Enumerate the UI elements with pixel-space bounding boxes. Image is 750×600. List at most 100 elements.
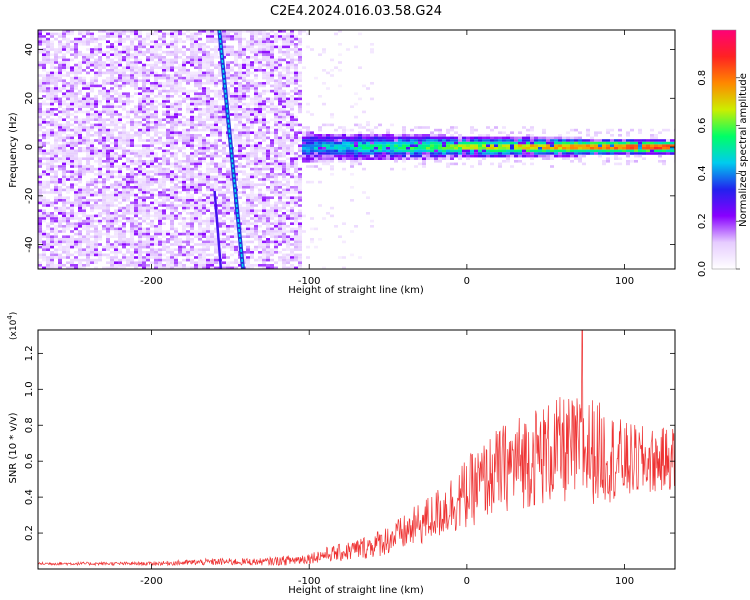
heatmap-cell	[50, 154, 54, 158]
heatmap-cell	[50, 212, 54, 215]
heatmap-cell	[178, 232, 182, 236]
heatmap-cell	[102, 201, 106, 205]
heatmap-cell	[354, 144, 358, 147]
heatmap-cell	[62, 141, 66, 145]
heatmap-cell	[162, 87, 166, 90]
heatmap-cell	[62, 35, 66, 38]
heatmap-cell	[186, 162, 190, 166]
heatmap-cell	[118, 56, 122, 59]
heatmap-cell	[230, 105, 234, 108]
heatmap-cell	[74, 154, 78, 158]
heatmap-cell	[186, 141, 190, 145]
heatmap-cell	[254, 102, 258, 106]
heatmap-cell	[214, 178, 218, 181]
heatmap-cell	[374, 136, 378, 140]
heatmap-cell	[170, 217, 174, 220]
heatmap-cell	[226, 266, 230, 269]
heatmap-cell	[150, 53, 154, 56]
heatmap-cell	[278, 152, 282, 155]
heatmap-cell	[186, 128, 190, 132]
heatmap-cell	[122, 131, 126, 134]
heatmap-cell	[174, 126, 178, 129]
heatmap-cell	[306, 102, 310, 106]
heatmap-cell	[230, 37, 234, 41]
heatmap-cell	[82, 251, 86, 254]
heatmap-cell	[102, 95, 106, 98]
heatmap-cell	[70, 66, 74, 69]
heatmap-cell	[218, 219, 222, 223]
heatmap-cell	[122, 165, 126, 168]
heatmap-cell	[62, 201, 66, 205]
heatmap-cell	[266, 144, 270, 147]
heatmap-cell	[210, 253, 214, 257]
heatmap-cell	[374, 139, 378, 142]
heatmap-cell	[166, 214, 170, 218]
heatmap-cell	[194, 50, 198, 54]
heatmap-cell	[134, 199, 138, 202]
heatmap-cell	[282, 160, 286, 163]
heatmap-cell	[246, 206, 250, 210]
heatmap-cell	[110, 149, 114, 153]
heatmap-cell	[214, 105, 218, 108]
heatmap-cell	[230, 92, 234, 95]
heatmap-cell	[78, 196, 82, 199]
heatmap-cell	[138, 97, 142, 101]
heatmap-cell	[126, 139, 130, 142]
heatmap-cell	[86, 180, 90, 184]
heatmap-cell	[286, 149, 290, 153]
heatmap-cell	[154, 178, 158, 181]
heatmap-cell	[258, 66, 262, 69]
heatmap-cell	[126, 160, 130, 163]
heatmap-cell	[94, 219, 98, 223]
heatmap-cell	[110, 251, 114, 254]
heatmap-cell	[198, 162, 202, 166]
heatmap-cell	[270, 139, 274, 142]
heatmap-cell	[142, 261, 146, 264]
heatmap-cell	[214, 165, 218, 168]
heatmap-cell	[210, 188, 214, 192]
heatmap-cell	[158, 186, 162, 189]
heatmap-cell	[118, 136, 122, 140]
heatmap-cell	[86, 87, 90, 90]
heatmap-cell	[142, 139, 146, 142]
heatmap-cell	[110, 245, 114, 249]
heatmap-cell	[382, 147, 386, 150]
heatmap-cell	[142, 152, 146, 155]
heatmap-cell	[86, 199, 90, 202]
heatmap-cell	[38, 235, 42, 238]
heatmap-cell	[286, 201, 290, 205]
heatmap-cell	[182, 123, 186, 127]
heatmap-cell	[278, 186, 282, 189]
heatmap-cell	[230, 50, 234, 54]
heatmap-cell	[150, 248, 154, 251]
heatmap-cell	[126, 173, 130, 176]
heatmap-cell	[110, 128, 114, 132]
heatmap-cell	[342, 141, 346, 145]
heatmap-cell	[270, 157, 274, 160]
heatmap-cell	[122, 180, 126, 184]
heatmap-cell	[286, 115, 290, 119]
heatmap-cell	[222, 32, 226, 36]
heatmap-cell	[246, 74, 250, 77]
heatmap-cell	[298, 149, 302, 153]
heatmap-cell	[114, 50, 118, 54]
heatmap-cell	[98, 188, 102, 192]
heatmap-cell	[282, 154, 286, 158]
heatmap-cell	[94, 76, 98, 80]
heatmap-cell	[250, 118, 254, 121]
heatmap-cell	[238, 165, 242, 168]
heatmap-cell	[402, 152, 406, 155]
heatmap-cell	[210, 32, 214, 36]
heatmap-cell	[110, 196, 114, 199]
heatmap-cell	[266, 204, 270, 207]
heatmap-cell	[226, 196, 230, 199]
heatmap-cell	[58, 196, 62, 199]
heatmap-cell	[46, 48, 50, 51]
heatmap-cell	[322, 141, 326, 145]
heatmap-cell	[134, 149, 138, 153]
heatmap-cell	[110, 261, 114, 264]
heatmap-cell	[134, 32, 138, 36]
heatmap-cell	[114, 266, 118, 269]
heatmap-cell	[398, 141, 402, 145]
heatmap-cell	[182, 76, 186, 80]
